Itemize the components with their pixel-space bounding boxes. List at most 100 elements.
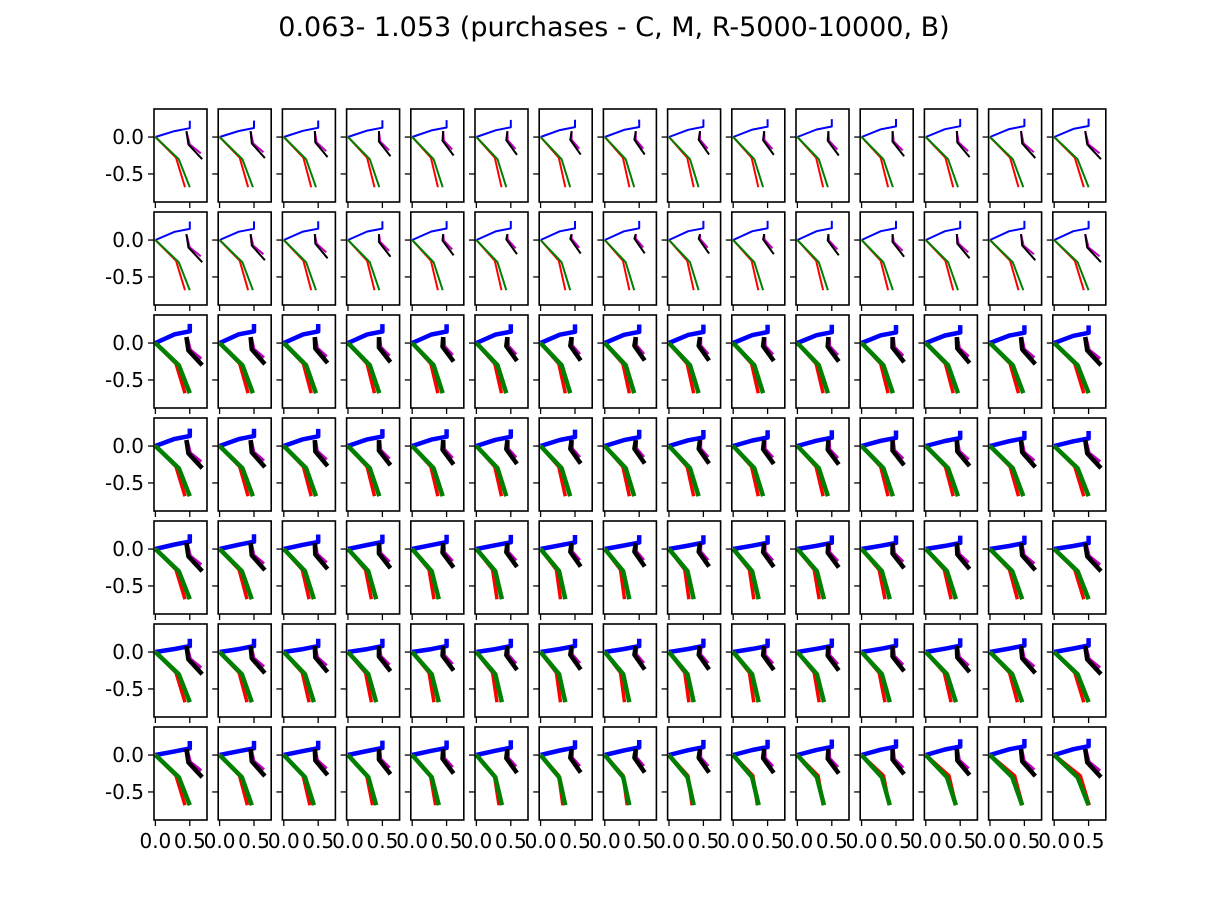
subplot-r1-c6 (469, 108, 529, 208)
subplot-r1-c10 (725, 108, 786, 208)
series-line-green (218, 650, 254, 703)
series-line-green (539, 239, 572, 291)
series-line-green (860, 136, 894, 188)
subplot-r6-c15 (1046, 623, 1107, 723)
subplot-frame (345, 417, 401, 512)
series-line-blue (924, 325, 963, 346)
series-line-black (376, 440, 393, 467)
series-line-black (440, 542, 456, 569)
series-line-blue (668, 119, 705, 138)
subplot-r6-c9 (661, 623, 722, 723)
subplot-frame (409, 211, 465, 306)
subplot-r6-c12 (854, 623, 915, 723)
series-line-green (988, 341, 1026, 394)
subplot-frame (859, 520, 915, 615)
subplot-r4-c4 (340, 417, 401, 517)
series-line-blue (989, 535, 1027, 552)
series-line-black (312, 337, 330, 365)
series-line-green (859, 547, 892, 600)
series-line-green (859, 753, 892, 806)
series-line-green (538, 341, 573, 394)
subplot-frame (409, 108, 465, 203)
y-tick-label: 0.0 (112, 125, 144, 149)
x-tick-label: 0.5 (495, 829, 527, 853)
subplot-frame (281, 726, 337, 821)
series-line-black (1082, 748, 1103, 779)
series-line-green (153, 753, 192, 807)
series-line-green (603, 753, 632, 806)
series-line-blue (475, 534, 514, 552)
x-tick-label: 0.5 (302, 829, 334, 853)
series-line-black (632, 336, 647, 362)
subplot-r4-c13 (918, 417, 979, 517)
series-line-blue (282, 324, 321, 346)
subplot-r7-c10: 0.0 0.5 (717, 726, 786, 853)
series-line-black (568, 542, 583, 568)
series-line-green (795, 444, 831, 497)
subplot-r5-c9 (661, 520, 722, 620)
subplot-frame (217, 520, 272, 615)
series-line-blue (1053, 118, 1090, 138)
series-line-black (248, 748, 267, 778)
series-line-black (1020, 131, 1037, 159)
subplot-r7-c4: 0.0 0.5 (332, 726, 401, 853)
subplot-r1-c15 (1046, 108, 1107, 208)
series-line-blue (925, 535, 963, 552)
series-line-green (989, 136, 1025, 188)
series-line-black (825, 439, 841, 466)
subplot-frame (602, 623, 658, 718)
series-line-black (890, 543, 906, 570)
subplot-r5-c2 (212, 520, 272, 620)
x-tick-label: 0.5 (559, 829, 591, 853)
subplot-r1-c9 (661, 108, 722, 208)
series-line-black (440, 439, 456, 466)
subplot-r1-c7 (533, 108, 594, 208)
series-line-green (603, 547, 632, 600)
series-line-black (1018, 336, 1037, 366)
subplot-r7-c7: 0.0 0.5 (525, 726, 594, 853)
subplot-r4-c5 (404, 417, 465, 517)
series-line-black (890, 440, 906, 467)
series-line-green (988, 547, 1025, 600)
series-line-black (312, 543, 330, 571)
x-tick-label: 0.0 (525, 829, 557, 853)
series-line-green (732, 136, 765, 188)
subplot-r4-c10 (725, 417, 786, 517)
subplot-frame (795, 726, 850, 821)
series-line-black (762, 233, 775, 255)
subplot-frame (281, 314, 337, 409)
series-line-blue (668, 430, 706, 449)
subplot-frame (602, 211, 658, 306)
subplot-r2-c14 (982, 211, 1043, 311)
subplot-frame (666, 623, 722, 718)
subplot-frame (602, 417, 658, 512)
series-line-black (184, 748, 204, 779)
series-line-black (505, 233, 518, 255)
series-line-black (697, 233, 710, 255)
series-line-green (604, 239, 636, 291)
subplot-frame (795, 417, 850, 512)
series-line-blue (989, 430, 1027, 449)
subplot-r2-c2 (212, 211, 272, 311)
series-line-green (282, 547, 317, 600)
subplot-frame (281, 211, 337, 306)
series-line-blue (796, 430, 835, 449)
series-line-black (1082, 336, 1103, 367)
subplot-r4-c9 (661, 417, 722, 517)
series-line-green (667, 753, 696, 806)
series-line-green (1052, 444, 1091, 498)
series-line-black (184, 645, 204, 676)
subplot-r3-c4 (340, 314, 401, 414)
x-tick-label: 0.0 (396, 829, 428, 853)
y-tick-label: -0.5 (105, 265, 144, 289)
series-line-blue (540, 740, 578, 758)
series-line-black (825, 336, 841, 363)
series-line-green (860, 239, 894, 291)
series-line-black (760, 336, 776, 363)
subplot-frame (987, 417, 1043, 512)
subplot-frame (730, 314, 786, 409)
series-line-green (346, 650, 379, 703)
subplot-r5-c6 (469, 520, 529, 620)
series-line-green (988, 444, 1026, 497)
series-line-blue (668, 220, 705, 241)
